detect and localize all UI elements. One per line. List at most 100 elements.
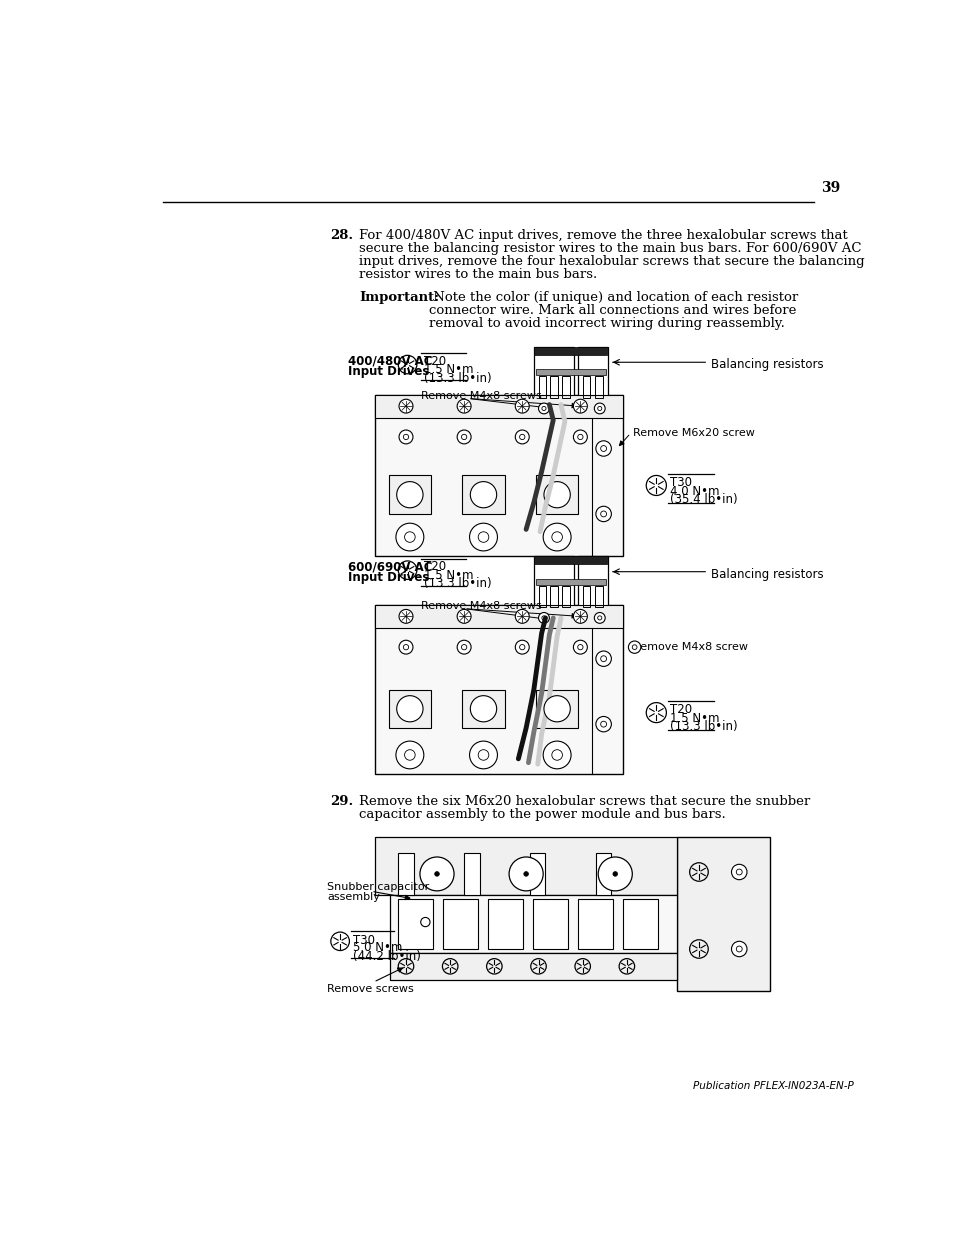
Text: 5.0 N•m: 5.0 N•m [353, 941, 402, 955]
Circle shape [523, 872, 528, 877]
Circle shape [469, 741, 497, 769]
Circle shape [398, 640, 413, 655]
Circle shape [419, 857, 454, 890]
Text: 400/480V AC: 400/480V AC [348, 354, 432, 368]
Circle shape [573, 640, 587, 655]
Bar [578, 556, 607, 614]
Bar [622, 899, 658, 948]
Text: Input Drives: Input Drives [348, 571, 429, 584]
Bar [596, 852, 611, 895]
Circle shape [398, 430, 413, 443]
Circle shape [515, 640, 529, 655]
Bar [595, 585, 602, 608]
Circle shape [596, 506, 611, 521]
Text: Remove M4x8 screw: Remove M4x8 screw [633, 642, 747, 652]
Circle shape [542, 524, 571, 551]
Text: 28.: 28. [330, 228, 353, 242]
Circle shape [398, 399, 413, 412]
Bar [397, 899, 433, 948]
Bar [582, 377, 590, 398]
Bar [550, 585, 558, 608]
Circle shape [395, 524, 423, 551]
Bar [536, 369, 605, 375]
Bar [561, 377, 569, 398]
Bar [390, 895, 677, 953]
Circle shape [596, 651, 611, 667]
Bar [461, 689, 504, 727]
Text: T30: T30 [670, 477, 692, 489]
Circle shape [596, 441, 611, 456]
Bar [534, 556, 574, 614]
Bar [537, 585, 546, 608]
Bar [388, 475, 431, 514]
Text: assembly: assembly [327, 892, 379, 902]
Circle shape [573, 430, 587, 443]
Circle shape [470, 695, 497, 721]
Text: Balancing resistors: Balancing resistors [710, 568, 822, 580]
Bar [530, 852, 545, 895]
Text: Remove screws: Remove screws [327, 983, 414, 994]
Bar [375, 605, 622, 774]
Bar [461, 475, 504, 514]
Text: input drives, remove the four hexalobular screws that secure the balancing: input drives, remove the four hexalobula… [359, 256, 864, 268]
Bar [534, 347, 607, 354]
Text: 1.5 N•m: 1.5 N•m [423, 363, 473, 375]
Text: Remove M4x8 screws: Remove M4x8 screws [421, 390, 541, 400]
Text: Publication PFLEX-IN023A-EN-P: Publication PFLEX-IN023A-EN-P [692, 1082, 853, 1092]
Text: Important:: Important: [359, 290, 439, 304]
Text: Remove the six M6x20 hexalobular screws that secure the snubber: Remove the six M6x20 hexalobular screws … [359, 795, 810, 808]
Bar [390, 953, 677, 979]
Circle shape [573, 399, 587, 412]
Bar [488, 899, 522, 948]
Text: Balancing resistors: Balancing resistors [710, 358, 822, 370]
Bar [375, 395, 622, 556]
Bar [536, 689, 578, 727]
Bar [388, 689, 431, 727]
Text: removal to avoid incorrect wiring during reassembly.: removal to avoid incorrect wiring during… [429, 317, 784, 330]
Text: (13.3 lb•in): (13.3 lb•in) [423, 577, 491, 590]
Text: capacitor assembly to the power module and bus bars.: capacitor assembly to the power module a… [359, 808, 725, 821]
Circle shape [456, 399, 471, 412]
Text: (35.4 lb•in): (35.4 lb•in) [670, 493, 737, 506]
Circle shape [594, 613, 604, 624]
Circle shape [594, 403, 604, 414]
Text: T20: T20 [423, 561, 445, 573]
Circle shape [731, 864, 746, 879]
Bar [534, 347, 574, 405]
Bar [375, 837, 677, 895]
Circle shape [731, 941, 746, 957]
Text: (13.3 lb•in): (13.3 lb•in) [423, 372, 491, 384]
Circle shape [396, 482, 422, 508]
Text: Remove M6x20 screw: Remove M6x20 screw [633, 427, 754, 437]
Text: For 400/480V AC input drives, remove the three hexalobular screws that: For 400/480V AC input drives, remove the… [359, 228, 847, 242]
Text: Note the color (if unique) and location of each resistor: Note the color (if unique) and location … [429, 290, 798, 304]
Circle shape [598, 857, 632, 890]
Circle shape [456, 609, 471, 624]
Circle shape [543, 482, 570, 508]
Text: 1.5 N•m: 1.5 N•m [423, 568, 473, 582]
Circle shape [542, 741, 571, 769]
Bar [375, 395, 622, 417]
Text: 4.0 N•m: 4.0 N•m [670, 484, 719, 498]
Bar [561, 585, 569, 608]
Text: connector wire. Mark all connections and wires before: connector wire. Mark all connections and… [429, 304, 796, 316]
Text: T30: T30 [353, 934, 375, 946]
Text: 39: 39 [821, 182, 840, 195]
Text: (13.3 lb•in): (13.3 lb•in) [670, 720, 737, 734]
Circle shape [628, 641, 640, 653]
Circle shape [515, 399, 529, 412]
Circle shape [612, 872, 617, 877]
Circle shape [396, 695, 422, 721]
Text: Remove M4x8 screws: Remove M4x8 screws [421, 601, 541, 611]
Circle shape [537, 613, 549, 624]
Bar [578, 899, 612, 948]
Circle shape [537, 403, 549, 414]
Circle shape [509, 857, 542, 890]
Circle shape [573, 609, 587, 624]
Bar [582, 585, 590, 608]
Circle shape [395, 741, 423, 769]
Bar [536, 475, 578, 514]
Text: 29.: 29. [330, 795, 353, 808]
Text: secure the balancing resistor wires to the main bus bars. For 600/690V AC: secure the balancing resistor wires to t… [359, 242, 862, 256]
Bar [375, 605, 622, 627]
